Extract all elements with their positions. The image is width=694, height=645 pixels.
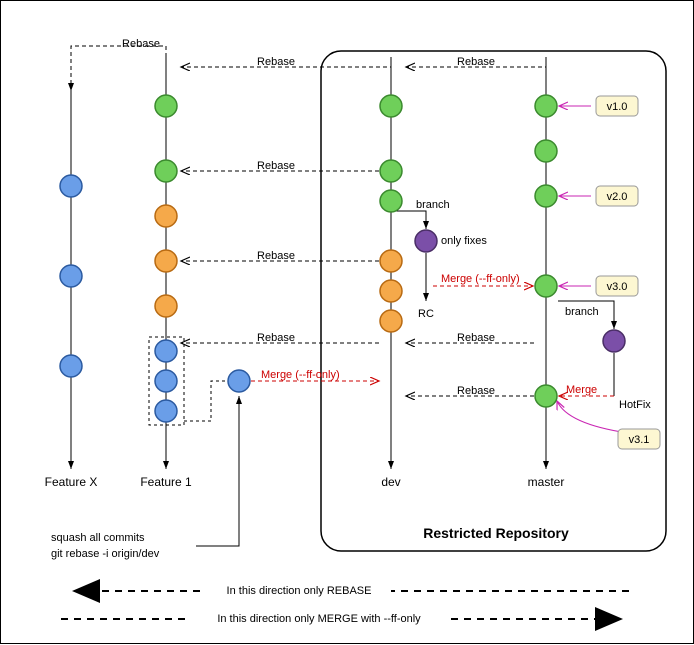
merge-ff-label: Merge (--ff-only) <box>261 369 340 381</box>
rebase-label: Rebase <box>257 56 295 68</box>
rebase-label: Rebase <box>122 38 160 50</box>
rebase-label: Rebase <box>457 385 495 397</box>
commit-node <box>380 190 402 212</box>
commit-node <box>155 295 177 317</box>
commit-node <box>155 370 177 392</box>
commit-node <box>415 230 437 252</box>
commit-node <box>380 160 402 182</box>
commit-node <box>380 250 402 272</box>
squash-note-2: git rebase -i origin/dev <box>51 548 160 560</box>
col-label-featurex: Feature X <box>45 475 98 489</box>
branch-label: branch <box>416 199 450 211</box>
col-label-feature1: Feature 1 <box>140 475 192 489</box>
tag-v10: v1.0 <box>559 96 638 116</box>
squash-note-arrow <box>196 396 239 546</box>
rebase-label: Rebase <box>457 332 495 344</box>
commit-node <box>155 160 177 182</box>
merge-label: Merge <box>566 384 597 396</box>
commit-node <box>380 310 402 332</box>
commit-node <box>155 400 177 422</box>
merge-ff-label: Merge (--ff-only) <box>441 273 520 285</box>
commit-node <box>155 205 177 227</box>
squash-note-1: squash all commits <box>51 532 145 544</box>
hotfix-label: HotFix <box>619 399 651 411</box>
svg-text:v1.0: v1.0 <box>607 101 628 113</box>
rebase-arrow <box>71 46 166 91</box>
commit-node <box>535 140 557 162</box>
tag-v20: v2.0 <box>559 186 638 206</box>
restricted-title: Restricted Repository <box>423 525 569 541</box>
commit-node <box>60 355 82 377</box>
commit-node <box>60 265 82 287</box>
squash-connector <box>184 381 226 421</box>
only-fixes-label: only fixes <box>441 235 487 247</box>
svg-text:v2.0: v2.0 <box>607 191 628 203</box>
direction-rebase-label: In this direction only REBASE <box>227 585 372 597</box>
tag-v30: v3.0 <box>559 276 638 296</box>
commit-node <box>535 275 557 297</box>
rebase-label: Rebase <box>257 332 295 344</box>
svg-text:v3.1: v3.1 <box>629 434 650 446</box>
commit-node <box>155 250 177 272</box>
rebase-label: Rebase <box>457 56 495 68</box>
commit-node <box>155 95 177 117</box>
svg-text:v3.0: v3.0 <box>607 281 628 293</box>
branch-arrow-rc <box>391 211 426 229</box>
commit-node <box>380 95 402 117</box>
col-label-dev: dev <box>381 475 400 489</box>
commit-node <box>535 385 557 407</box>
commit-node <box>603 330 625 352</box>
rebase-label: Rebase <box>257 250 295 262</box>
commit-node <box>155 340 177 362</box>
commit-node <box>535 95 557 117</box>
direction-merge-label: In this direction only MERGE with --ff-o… <box>217 613 421 625</box>
commit-node <box>535 185 557 207</box>
rc-label: RC <box>418 308 434 320</box>
col-label-master: master <box>528 475 565 489</box>
commit-node <box>60 175 82 197</box>
commit-node <box>228 370 250 392</box>
rebase-label: Rebase <box>257 160 295 172</box>
commit-node <box>380 280 402 302</box>
branch-label: branch <box>565 306 599 318</box>
